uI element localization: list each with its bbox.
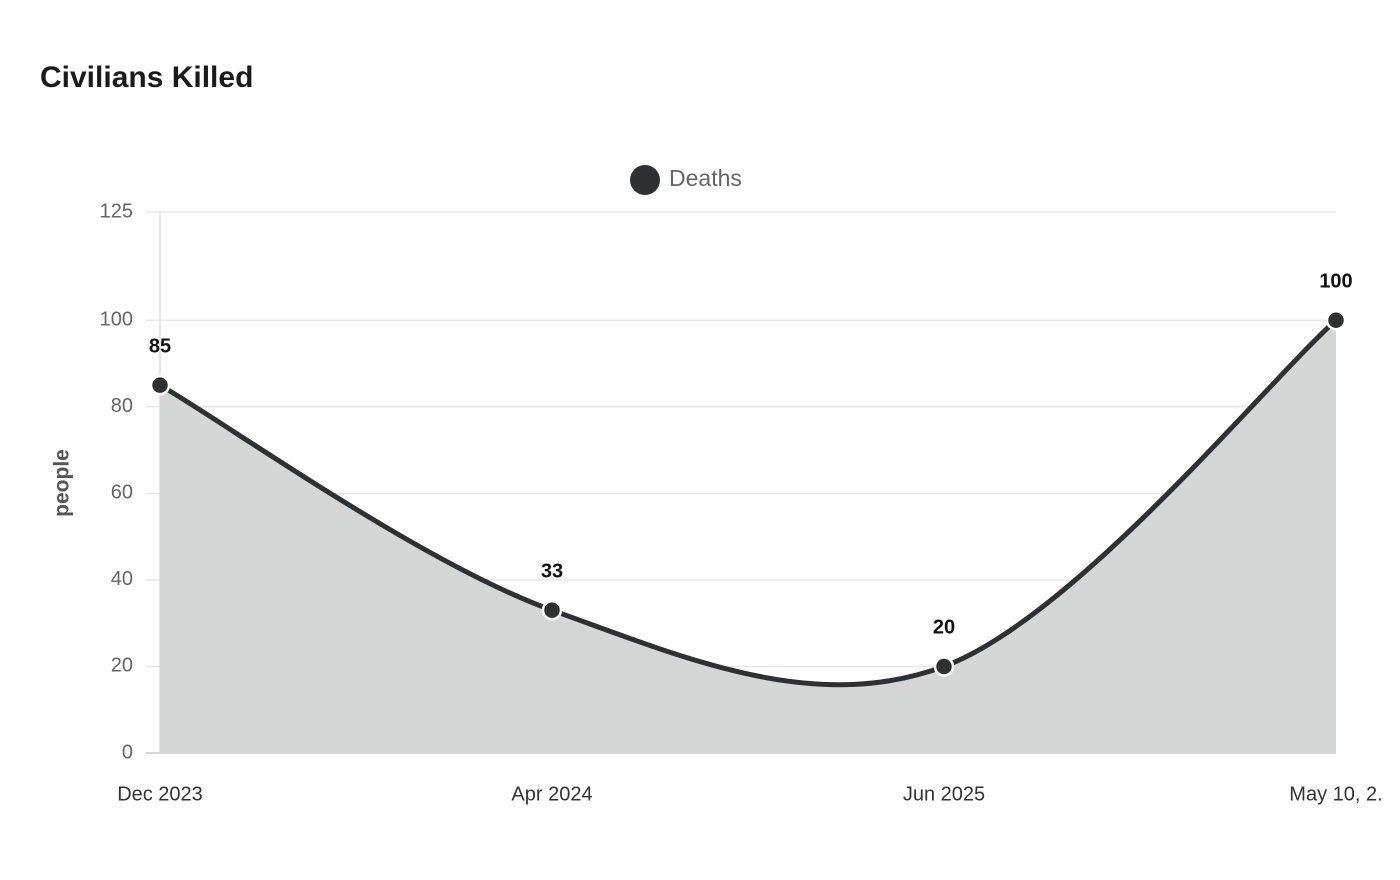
data-label: 85 [149, 335, 171, 357]
legend-label: Deaths [669, 165, 742, 191]
legend-marker [630, 165, 660, 195]
point [1325, 309, 1347, 331]
x-tick-label: Jun 2025 [903, 783, 985, 805]
y-tick-label: 40 [111, 568, 133, 590]
x-tick-label: Apr 2024 [511, 783, 592, 805]
data-label: 100 [1319, 270, 1352, 292]
point [933, 656, 955, 677]
y-axis-label: people [51, 449, 74, 517]
y-tick-label: 125 [100, 200, 133, 222]
point [541, 599, 563, 621]
point [149, 374, 171, 396]
line [158, 318, 1338, 688]
x-tick-label: May 10, 2. [1289, 783, 1382, 805]
y-tick-label: 20 [111, 655, 133, 677]
y-tick-label: 60 [111, 482, 133, 504]
x-tick-label: Dec 2023 [117, 783, 203, 805]
data-label: 20 [933, 617, 955, 639]
y-tick-label: 80 [111, 395, 133, 417]
area-fill [160, 320, 1336, 753]
y-tick-label: 0 [122, 741, 133, 763]
chart-title: Civilians Killed [40, 61, 253, 94]
data-label: 33 [541, 560, 563, 582]
y-tick-label: 100 [100, 308, 133, 330]
